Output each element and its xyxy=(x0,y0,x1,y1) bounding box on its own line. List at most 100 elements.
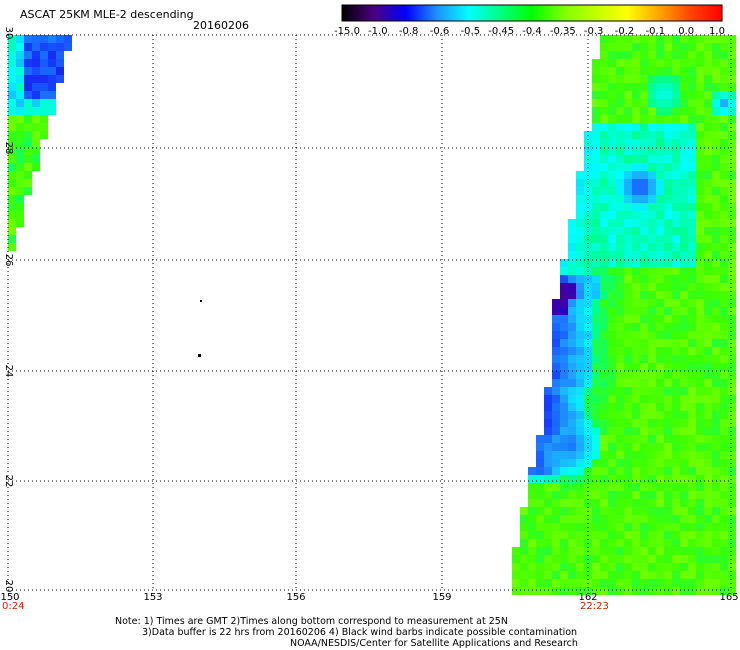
swath-cell xyxy=(640,195,648,203)
swath-cell xyxy=(704,571,712,579)
swath-cell xyxy=(664,195,672,203)
swath-cell xyxy=(576,307,584,315)
swath-cell xyxy=(648,571,656,579)
swath-cell xyxy=(720,411,728,419)
swath-cell xyxy=(632,123,640,131)
swath-cell xyxy=(632,75,640,83)
swath-cell xyxy=(40,115,48,123)
swath-cell xyxy=(616,435,624,443)
swath-cell xyxy=(704,251,712,259)
swath-cell xyxy=(688,243,696,251)
swath-cell xyxy=(704,59,712,67)
swath-cell xyxy=(728,435,736,443)
swath-cell xyxy=(624,403,632,411)
swath-cell xyxy=(16,171,24,179)
swath-cell xyxy=(728,107,736,115)
swath-cell xyxy=(576,347,584,355)
swath-cell xyxy=(624,187,632,195)
swath-cell xyxy=(520,579,528,587)
swath-cell xyxy=(656,491,664,499)
swath-cell xyxy=(672,355,680,363)
swath-cell xyxy=(552,579,560,587)
swath-cell xyxy=(656,555,664,563)
swath-cell xyxy=(624,307,632,315)
swath-cell xyxy=(672,107,680,115)
swath-cell xyxy=(592,131,600,139)
lon-tick-153: 153 xyxy=(143,592,163,603)
swath-cell xyxy=(560,395,568,403)
swath-cell xyxy=(704,155,712,163)
swath-cell xyxy=(672,587,680,595)
swath-cell xyxy=(640,547,648,555)
swath-cell xyxy=(592,451,600,459)
swath-cell xyxy=(568,443,576,451)
swath-cell xyxy=(528,579,536,587)
swath-cell xyxy=(712,571,720,579)
swath-cell xyxy=(608,83,616,91)
swath-cell xyxy=(640,219,648,227)
lon-tick-165: 165 xyxy=(719,592,739,603)
swath-cell xyxy=(704,139,712,147)
swath-cell xyxy=(704,379,712,387)
swath-cell xyxy=(648,531,656,539)
swath-cell xyxy=(8,235,16,243)
swath-cell xyxy=(664,411,672,419)
swath-cell xyxy=(680,131,688,139)
swath-cell xyxy=(576,267,584,275)
swath-cell xyxy=(640,539,648,547)
swath-cell xyxy=(632,315,640,323)
swath-cell xyxy=(672,131,680,139)
swath-cell xyxy=(688,139,696,147)
swath-cell xyxy=(24,51,32,59)
swath-cell xyxy=(664,355,672,363)
swath-cell xyxy=(720,267,728,275)
swath-cell xyxy=(520,539,528,547)
swath-cell xyxy=(672,227,680,235)
swath-cell xyxy=(592,587,600,595)
swath-cell xyxy=(632,291,640,299)
swath-cell xyxy=(632,259,640,267)
swath-cell xyxy=(64,43,72,51)
swath-cell xyxy=(568,435,576,443)
swath-cell xyxy=(32,51,40,59)
swath-cell xyxy=(16,83,24,91)
swath-cell xyxy=(632,427,640,435)
swath-cell xyxy=(704,51,712,59)
swath-cell xyxy=(600,475,608,483)
swath-cell xyxy=(552,371,560,379)
swath-cell xyxy=(48,107,56,115)
swath-cell xyxy=(672,427,680,435)
swath-cell xyxy=(680,155,688,163)
swath-cell xyxy=(576,379,584,387)
swath-cell xyxy=(608,371,616,379)
swath-cell xyxy=(648,187,656,195)
swath-cell xyxy=(616,347,624,355)
swath-cell xyxy=(632,323,640,331)
swath-cell xyxy=(560,411,568,419)
swath-cell xyxy=(16,59,24,67)
swath-cell xyxy=(728,571,736,579)
swath-cell xyxy=(24,171,32,179)
swath-cell xyxy=(728,515,736,523)
swath-cell xyxy=(568,451,576,459)
swath-cell xyxy=(592,211,600,219)
swath-cell xyxy=(600,291,608,299)
swath-cell xyxy=(696,219,704,227)
swath-cell xyxy=(544,427,552,435)
swath-cell xyxy=(528,507,536,515)
swath-cell xyxy=(696,139,704,147)
swath-cell xyxy=(600,307,608,315)
swath-cell xyxy=(664,443,672,451)
swath-cell xyxy=(624,331,632,339)
swath-cell xyxy=(8,195,16,203)
swath-cell xyxy=(544,395,552,403)
swath-cell xyxy=(608,115,616,123)
swath-cell xyxy=(608,531,616,539)
swath-cell xyxy=(608,339,616,347)
swath-cell xyxy=(696,187,704,195)
swath-cell xyxy=(664,67,672,75)
swath-cell xyxy=(712,315,720,323)
swath-cell xyxy=(592,283,600,291)
colorbar-label: -0.5 xyxy=(460,26,481,37)
swath-cell xyxy=(600,75,608,83)
